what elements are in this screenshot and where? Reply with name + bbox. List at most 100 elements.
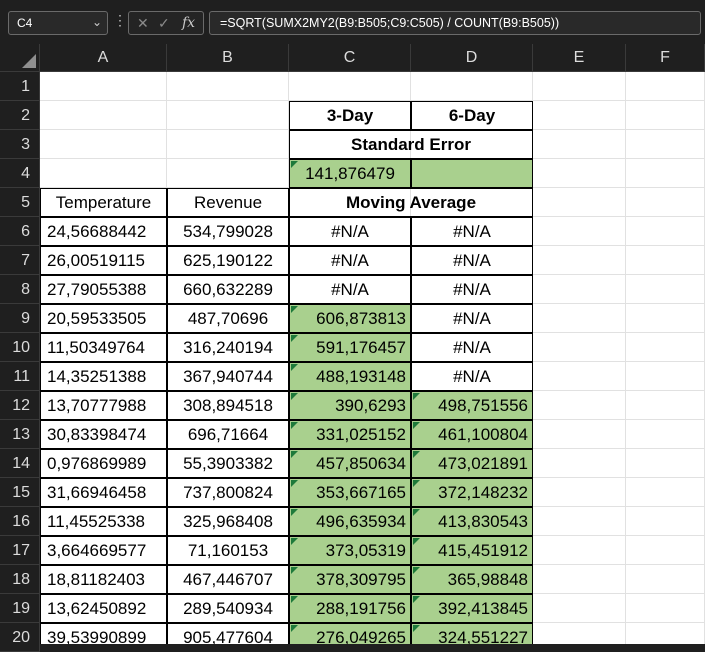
empty-cell[interactable]: [626, 246, 705, 275]
row-header-6[interactable]: 6: [0, 217, 40, 246]
empty-cell[interactable]: [533, 188, 626, 217]
cell-3day-average[interactable]: 276,049265: [289, 623, 411, 644]
insert-function-icon[interactable]: fx: [182, 15, 196, 31]
cell-3day-average[interactable]: 591,176457: [289, 333, 411, 362]
cell-6day-average[interactable]: #N/A: [411, 275, 533, 304]
empty-cell[interactable]: [626, 478, 705, 507]
empty-cell[interactable]: [626, 217, 705, 246]
empty-cell[interactable]: [533, 304, 626, 333]
empty-cell[interactable]: [533, 391, 626, 420]
empty-cell[interactable]: [167, 159, 289, 188]
empty-cell[interactable]: [533, 159, 626, 188]
empty-cell[interactable]: [40, 130, 167, 159]
empty-cell[interactable]: [167, 101, 289, 130]
cell-temperature[interactable]: 39,53990899: [40, 623, 167, 644]
row-header-10[interactable]: 10: [0, 333, 40, 362]
empty-cell[interactable]: [626, 623, 705, 644]
cell-6day-average[interactable]: 372,148232: [411, 478, 533, 507]
cell-temperature[interactable]: 14,35251388: [40, 362, 167, 391]
row-header-7[interactable]: 7: [0, 246, 40, 275]
cell-3day-average[interactable]: 373,05319: [289, 536, 411, 565]
empty-cell[interactable]: [533, 507, 626, 536]
cell-temperature[interactable]: 24,56688442: [40, 217, 167, 246]
formula-text[interactable]: =SQRT(SUMX2MY2(B9:B505;C9:C505) / COUNT(…: [220, 16, 560, 30]
empty-cell[interactable]: [626, 333, 705, 362]
cell-c5-moving-average[interactable]: Moving Average: [289, 188, 533, 217]
empty-cell[interactable]: [626, 594, 705, 623]
empty-cell[interactable]: [533, 130, 626, 159]
empty-cell[interactable]: [533, 565, 626, 594]
empty-cell[interactable]: [533, 449, 626, 478]
empty-cell[interactable]: [626, 420, 705, 449]
empty-cell[interactable]: [40, 159, 167, 188]
empty-cell[interactable]: [167, 72, 289, 101]
enter-icon[interactable]: ✓: [158, 15, 170, 31]
cell-3day-average[interactable]: 390,6293: [289, 391, 411, 420]
cell-6day-average[interactable]: #N/A: [411, 304, 533, 333]
row-header-1[interactable]: 1: [0, 72, 40, 101]
cell-d4[interactable]: [411, 159, 533, 188]
empty-cell[interactable]: [533, 72, 626, 101]
cell-3day-average[interactable]: 488,193148: [289, 362, 411, 391]
cell-temperature[interactable]: 13,62450892: [40, 594, 167, 623]
cell-6day-average[interactable]: #N/A: [411, 333, 533, 362]
empty-cell[interactable]: [411, 72, 533, 101]
cell-3day-average[interactable]: 496,635934: [289, 507, 411, 536]
empty-cell[interactable]: [533, 420, 626, 449]
row-header-9[interactable]: 9: [0, 304, 40, 333]
cell-6day-average[interactable]: 473,021891: [411, 449, 533, 478]
cell-revenue[interactable]: 71,160153: [167, 536, 289, 565]
cell-6day-average[interactable]: #N/A: [411, 362, 533, 391]
empty-cell[interactable]: [533, 217, 626, 246]
column-header-a[interactable]: A: [40, 44, 167, 72]
row-header-4[interactable]: 4: [0, 159, 40, 188]
cell-revenue[interactable]: 487,70696: [167, 304, 289, 333]
column-header-d[interactable]: D: [411, 44, 533, 72]
cell-revenue[interactable]: 625,190122: [167, 246, 289, 275]
cell-6day-average[interactable]: 324,551227: [411, 623, 533, 644]
empty-cell[interactable]: [533, 623, 626, 644]
empty-cell[interactable]: [626, 391, 705, 420]
cell-revenue[interactable]: 308,894518: [167, 391, 289, 420]
cell-3day-average[interactable]: 353,667165: [289, 478, 411, 507]
select-all-button[interactable]: [0, 44, 40, 72]
cell-temperature[interactable]: 27,79055388: [40, 275, 167, 304]
cell-c4-selected[interactable]: 141,876479: [289, 159, 411, 188]
cell-3day-average[interactable]: #N/A: [289, 246, 411, 275]
empty-cell[interactable]: [40, 101, 167, 130]
row-header-8[interactable]: 8: [0, 275, 40, 304]
empty-cell[interactable]: [533, 246, 626, 275]
column-header-c[interactable]: C: [289, 44, 411, 72]
empty-cell[interactable]: [626, 72, 705, 101]
empty-cell[interactable]: [626, 188, 705, 217]
cell-temperature[interactable]: 11,50349764: [40, 333, 167, 362]
cell-3day-average[interactable]: #N/A: [289, 275, 411, 304]
cells-area[interactable]: 3-Day 6-Day Standard Error 141,876479 Temper…: [40, 72, 705, 644]
row-header-2[interactable]: 2: [0, 101, 40, 130]
row-header-16[interactable]: 16: [0, 507, 40, 536]
empty-cell[interactable]: [533, 362, 626, 391]
cell-temperature[interactable]: 26,00519115: [40, 246, 167, 275]
empty-cell[interactable]: [626, 362, 705, 391]
empty-cell[interactable]: [167, 130, 289, 159]
cell-temperature[interactable]: 20,59533505: [40, 304, 167, 333]
empty-cell[interactable]: [533, 478, 626, 507]
column-header-b[interactable]: B: [167, 44, 289, 72]
cell-revenue[interactable]: 325,968408: [167, 507, 289, 536]
empty-cell[interactable]: [533, 333, 626, 362]
cell-revenue[interactable]: 367,940744: [167, 362, 289, 391]
cell-temperature[interactable]: 11,45525338: [40, 507, 167, 536]
cell-6day-average[interactable]: 415,451912: [411, 536, 533, 565]
empty-cell[interactable]: [626, 507, 705, 536]
empty-cell[interactable]: [626, 536, 705, 565]
more-options-icon[interactable]: ⋮: [113, 12, 127, 28]
cell-3day-average[interactable]: 331,025152: [289, 420, 411, 449]
row-header-14[interactable]: 14: [0, 449, 40, 478]
cell-c3-standard-error[interactable]: Standard Error: [289, 130, 533, 159]
cell-temperature[interactable]: 13,70777988: [40, 391, 167, 420]
cell-revenue[interactable]: 737,800824: [167, 478, 289, 507]
cell-temperature[interactable]: 0,976869989: [40, 449, 167, 478]
name-box[interactable]: C4 ⌄: [8, 11, 108, 35]
cell-6day-average[interactable]: 413,830543: [411, 507, 533, 536]
empty-cell[interactable]: [626, 159, 705, 188]
